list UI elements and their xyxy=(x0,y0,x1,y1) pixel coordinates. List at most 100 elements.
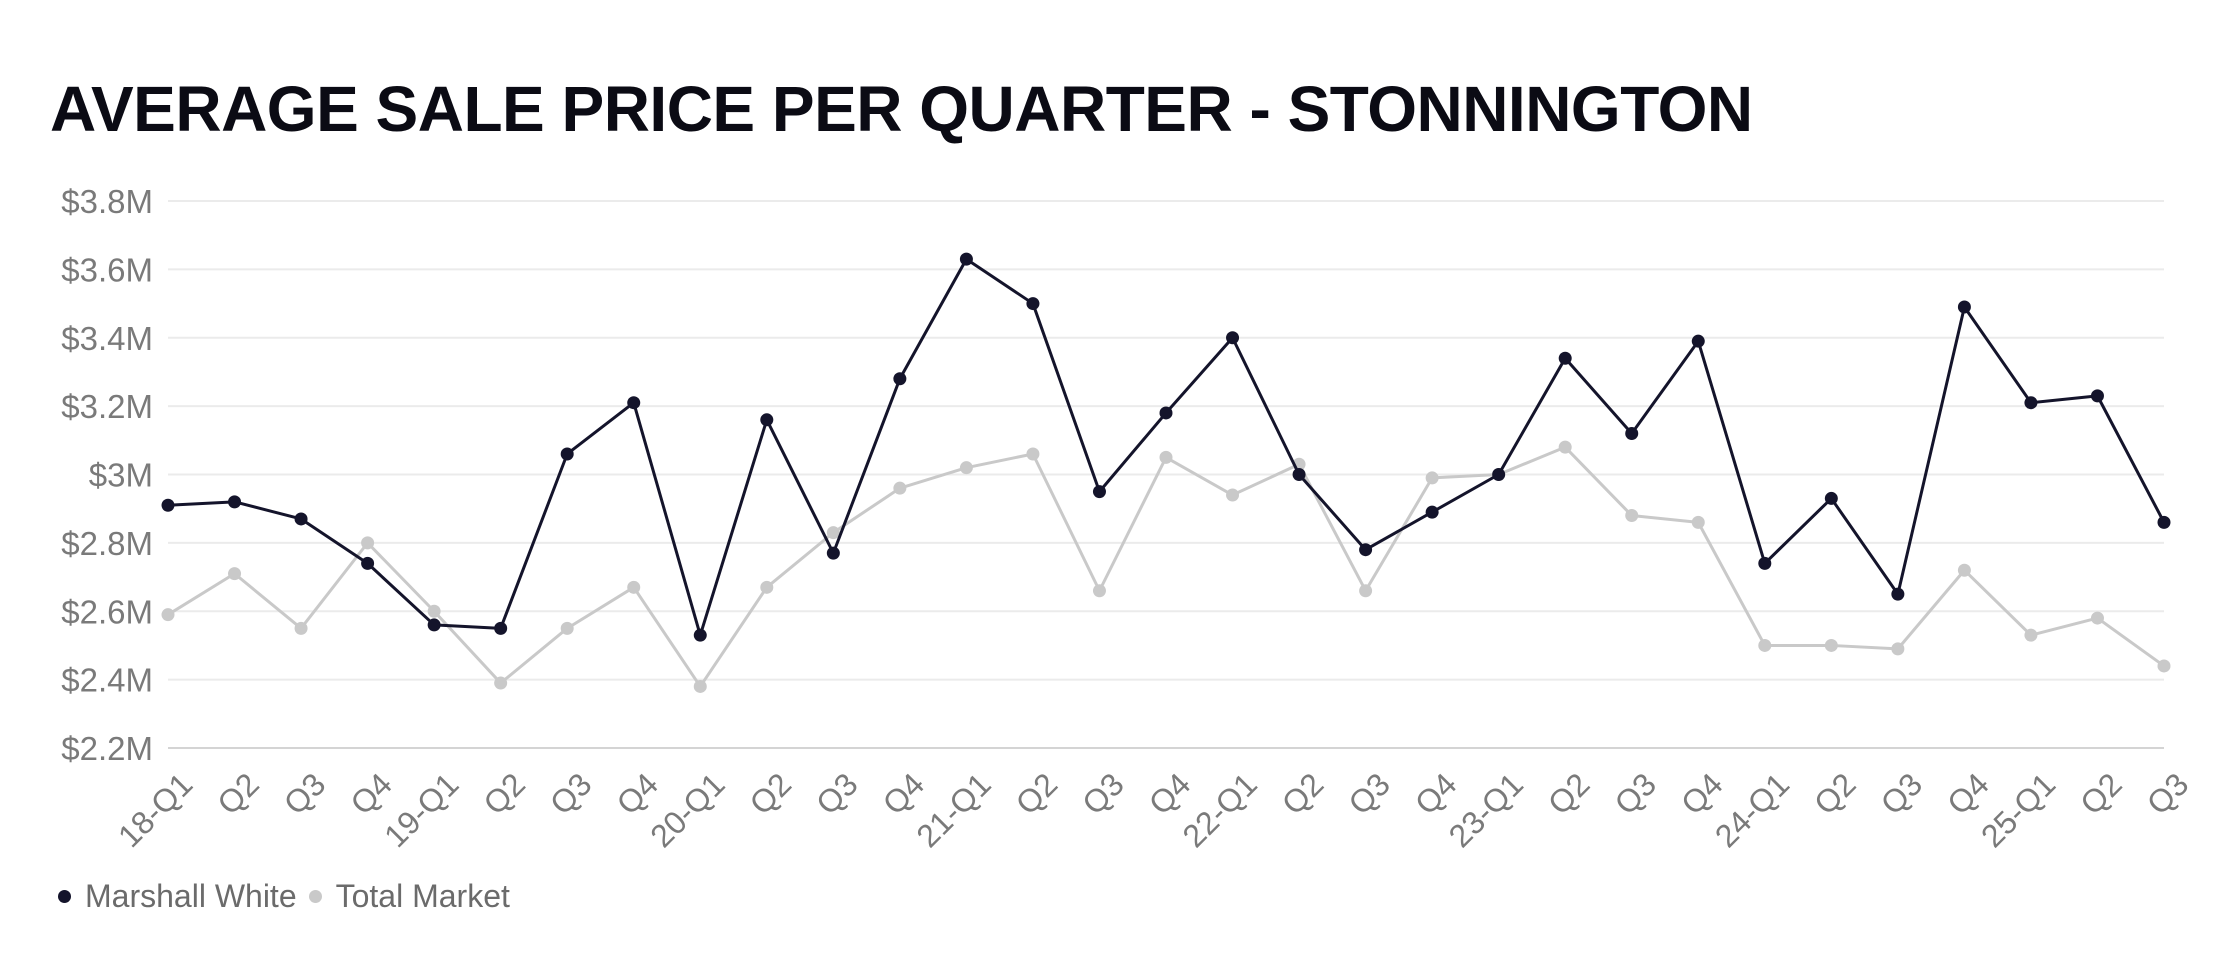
data-point xyxy=(161,608,175,622)
data-point xyxy=(1359,584,1373,598)
data-point xyxy=(228,567,242,581)
data-point xyxy=(693,679,707,693)
data-point xyxy=(294,512,308,526)
data-point xyxy=(494,676,508,690)
x-tick-label: Q4 xyxy=(1940,766,1996,822)
data-point xyxy=(760,580,774,594)
data-point xyxy=(1026,447,1040,461)
data-point xyxy=(1558,351,1572,365)
series-line xyxy=(167,257,2166,637)
data-point xyxy=(1891,587,1905,601)
data-point xyxy=(1691,334,1705,348)
chart-title: AVERAGE SALE PRICE PER QUARTER - STONNIN… xyxy=(50,73,1753,145)
legend-label: Marshall White xyxy=(85,878,297,914)
data-point xyxy=(161,498,175,512)
data-point xyxy=(361,536,375,550)
data-point xyxy=(893,372,907,386)
data-point xyxy=(2090,611,2104,625)
data-point xyxy=(760,413,774,427)
x-tick-label: Q2 xyxy=(210,766,266,822)
x-tick-label: Q3 xyxy=(543,766,599,822)
x-tick-label: 21-Q1 xyxy=(909,766,997,854)
data-point xyxy=(1957,563,1971,577)
y-tick-label: $3.8M xyxy=(61,183,153,220)
x-tick-label: Q3 xyxy=(1075,766,1131,822)
data-point xyxy=(560,621,574,635)
legend-item-marshall-white: Marshall White xyxy=(58,878,297,915)
data-point xyxy=(1425,505,1439,519)
data-point xyxy=(494,621,508,635)
gridlines xyxy=(168,200,2164,749)
data-point xyxy=(1226,488,1240,502)
x-tick-label: 24-Q1 xyxy=(1708,766,1796,854)
data-point xyxy=(1159,406,1173,420)
data-point xyxy=(959,461,973,475)
data-point xyxy=(2157,659,2171,673)
x-tick-label: 25-Q1 xyxy=(1974,766,2062,854)
x-tick-label: Q3 xyxy=(277,766,333,822)
y-tick-label: $2.6M xyxy=(61,593,153,630)
data-point xyxy=(627,580,641,594)
y-tick-label: $2.2M xyxy=(61,730,153,767)
legend-item-total-market: Total Market xyxy=(308,878,510,915)
legend-dot-icon xyxy=(308,890,322,903)
x-tick-label: Q3 xyxy=(1874,766,1930,822)
data-point xyxy=(1558,440,1572,454)
data-point xyxy=(560,447,574,461)
data-point xyxy=(1425,471,1439,485)
data-point xyxy=(361,556,375,570)
data-point xyxy=(1625,509,1639,523)
x-tick-label: Q4 xyxy=(1408,766,1464,822)
x-tick-label: Q2 xyxy=(1541,766,1597,822)
data-point xyxy=(826,526,840,540)
x-tick-label: 19-Q1 xyxy=(377,766,465,854)
x-tick-label: 18-Q1 xyxy=(111,766,199,854)
series-line xyxy=(167,445,2165,688)
data-point xyxy=(2157,515,2171,529)
data-point xyxy=(1824,491,1838,505)
data-point xyxy=(1758,638,1772,652)
x-tick-label: Q2 xyxy=(743,766,799,822)
x-tick-label: Q3 xyxy=(1607,766,1663,822)
data-point xyxy=(627,396,641,410)
x-tick-label: Q2 xyxy=(1807,766,1863,822)
data-point xyxy=(1824,638,1838,652)
x-tick-label: Q2 xyxy=(2073,766,2129,822)
data-point xyxy=(1092,584,1106,598)
series-lines xyxy=(161,252,2171,693)
data-point xyxy=(1026,297,1040,311)
data-point xyxy=(1691,515,1705,529)
x-tick-label: Q2 xyxy=(476,766,532,822)
x-tick-label: 20-Q1 xyxy=(643,766,731,854)
legend: Marshall White Total Market xyxy=(58,878,510,915)
x-tick-label: Q3 xyxy=(2140,766,2196,822)
data-point xyxy=(1891,642,1905,656)
x-tick-label: Q3 xyxy=(1341,766,1397,822)
data-point xyxy=(1359,543,1373,557)
legend-dot-icon xyxy=(58,890,71,903)
data-point xyxy=(2090,389,2104,403)
y-tick-label: $3M xyxy=(89,457,153,494)
data-point xyxy=(1758,556,1772,570)
y-tick-label: $2.4M xyxy=(61,662,153,699)
data-point xyxy=(1492,468,1506,481)
data-point xyxy=(693,628,707,642)
data-point xyxy=(1159,450,1173,464)
data-point xyxy=(2024,628,2038,642)
x-tick-label: Q2 xyxy=(1275,766,1331,822)
x-tick-label: Q4 xyxy=(1674,766,1730,822)
data-point xyxy=(228,495,242,509)
data-point xyxy=(1625,426,1639,440)
y-tick-label: $3.2M xyxy=(61,388,153,425)
data-point xyxy=(893,481,907,495)
x-tick-label: Q4 xyxy=(609,766,665,822)
y-tick-label: $2.8M xyxy=(61,525,153,562)
data-point xyxy=(2024,396,2038,410)
y-tick-label: $3.6M xyxy=(61,251,153,288)
data-point xyxy=(294,621,308,635)
data-point xyxy=(1292,468,1306,481)
x-tick-label: Q4 xyxy=(343,766,399,822)
y-axis-labels: $3.8M $3.6M $3.4M $3.2M $3M $2.8M $2.6M $2.4M $2… xyxy=(61,183,153,767)
